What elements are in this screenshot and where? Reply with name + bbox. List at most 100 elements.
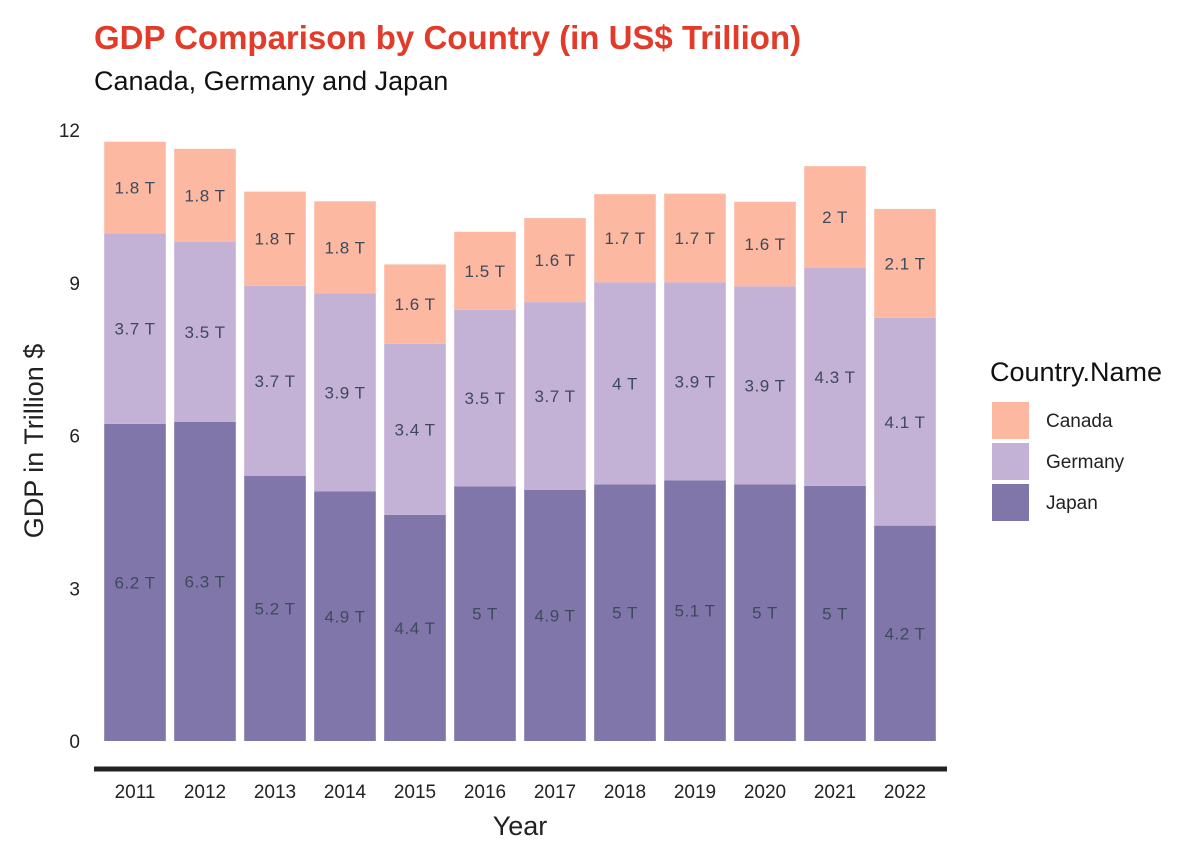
- bar-japan-2015: [384, 514, 446, 741]
- bar-label-canada-2022: 2.1 T: [885, 254, 926, 273]
- bar-japan-2011: [104, 423, 166, 741]
- bar-japan-2012: [174, 421, 236, 741]
- y-axis-label: GDP in Trillion $: [19, 344, 49, 539]
- bar-germany-2013: [244, 285, 306, 476]
- bar-germany-2011: [104, 233, 166, 424]
- bar-label-japan-2017: 4.9 T: [535, 606, 576, 625]
- x-tick-label: 2012: [184, 782, 226, 803]
- bar-label-canada-2019: 1.7 T: [675, 229, 716, 248]
- legend-label-japan: Japan: [1046, 493, 1098, 514]
- bar-canada-2021: [804, 166, 866, 268]
- legend-swatch-japan: [992, 484, 1029, 521]
- x-axis-label: Year: [493, 811, 548, 841]
- y-tick-label: 9: [69, 274, 80, 295]
- x-tick-label: 2021: [814, 782, 856, 803]
- x-tick-label: 2017: [534, 782, 576, 803]
- y-tick-label: 0: [69, 732, 80, 753]
- chart-title: GDP Comparison by Country (in US$ Trilli…: [94, 19, 801, 56]
- bar-label-japan-2012: 6.3 T: [185, 572, 226, 591]
- bar-germany-2015: [384, 343, 446, 515]
- bar-labels-group: 6.2 T 3.7 T 1.8 T 6.3 T 3.5 T 1.8 T 5.2 T 3.7 T…: [115, 179, 926, 644]
- bar-japan-2021: [804, 485, 866, 741]
- bar-japan-2014: [314, 491, 376, 741]
- x-tick-label: 2022: [884, 782, 926, 803]
- bar-label-canada-2021: 2 T: [822, 208, 848, 227]
- legend-label-canada: Canada: [1046, 411, 1113, 432]
- bar-canada-2015: [384, 264, 446, 344]
- bar-label-canada-2016: 1.5 T: [465, 262, 506, 281]
- bar-canada-2012: [174, 148, 236, 243]
- bar-label-canada-2011: 1.8 T: [115, 179, 156, 198]
- bar-canada-2022: [874, 208, 936, 318]
- x-tick-label: 2018: [604, 782, 646, 803]
- bar-label-canada-2020: 1.6 T: [745, 235, 786, 254]
- bar-label-germany-2013: 3.7 T: [255, 372, 296, 391]
- y-tick-label: 3: [69, 579, 80, 600]
- bar-germany-2017: [524, 302, 586, 490]
- bar-germany-2020: [734, 286, 796, 485]
- bar-canada-2013: [244, 191, 306, 286]
- bar-label-germany-2022: 4.1 T: [885, 413, 926, 432]
- x-tick-label: 2016: [464, 782, 506, 803]
- bar-germany-2022: [874, 317, 936, 526]
- bar-label-japan-2014: 4.9 T: [325, 607, 366, 626]
- bar-japan-2016: [454, 486, 516, 741]
- bar-canada-2020: [734, 201, 796, 287]
- x-axis-ticks: 2011 2012 2013 2014 2015 2016 2017 2018 2019 2020…: [115, 782, 927, 803]
- x-tick-label: 2015: [394, 782, 436, 803]
- bar-canada-2017: [524, 218, 586, 303]
- bar-germany-2021: [804, 267, 866, 486]
- bar-label-japan-2022: 4.2 T: [885, 624, 926, 643]
- bar-germany-2019: [664, 282, 726, 481]
- bars-group: [104, 141, 936, 741]
- legend-swatch-germany: [992, 443, 1029, 480]
- bar-canada-2011: [104, 141, 166, 234]
- bar-label-japan-2018: 5 T: [612, 604, 638, 623]
- x-tick-label: 2014: [324, 782, 367, 803]
- legend-swatch-canada: [992, 402, 1029, 439]
- bar-canada-2014: [314, 201, 376, 294]
- bar-label-germany-2021: 4.3 T: [815, 368, 856, 387]
- bar-label-germany-2011: 3.7 T: [115, 320, 156, 339]
- legend-label-germany: Germany: [1046, 452, 1125, 473]
- bar-label-germany-2016: 3.5 T: [465, 389, 506, 408]
- x-tick-label: 2019: [674, 782, 716, 803]
- chart-subtitle: Canada, Germany and Japan: [94, 66, 448, 96]
- bar-label-canada-2018: 1.7 T: [605, 229, 646, 248]
- bar-label-germany-2019: 3.9 T: [675, 372, 716, 391]
- bar-germany-2016: [454, 309, 516, 487]
- bar-label-japan-2020: 5 T: [752, 604, 778, 623]
- x-tick-label: 2011: [115, 782, 156, 803]
- y-tick-label: 12: [59, 121, 80, 142]
- bar-label-japan-2013: 5.2 T: [255, 599, 296, 618]
- bar-label-germany-2014: 3.9 T: [325, 383, 366, 402]
- x-tick-label: 2013: [254, 782, 296, 803]
- bar-japan-2020: [734, 484, 796, 741]
- bar-japan-2013: [244, 475, 306, 741]
- bar-label-canada-2015: 1.6 T: [395, 295, 436, 314]
- bar-label-germany-2012: 3.5 T: [185, 323, 226, 342]
- bar-label-canada-2013: 1.8 T: [255, 230, 296, 249]
- bar-germany-2012: [174, 242, 236, 422]
- bar-label-canada-2014: 1.8 T: [325, 238, 366, 257]
- bar-label-canada-2017: 1.6 T: [535, 251, 576, 270]
- bar-label-japan-2021: 5 T: [822, 604, 848, 623]
- bar-label-japan-2015: 4.4 T: [395, 619, 436, 638]
- bar-canada-2019: [664, 193, 726, 283]
- bar-label-germany-2020: 3.9 T: [745, 376, 786, 395]
- bar-japan-2022: [874, 525, 936, 741]
- bar-label-japan-2016: 5 T: [472, 605, 498, 624]
- bar-canada-2016: [454, 231, 516, 310]
- bar-germany-2014: [314, 293, 376, 492]
- bar-germany-2018: [594, 282, 656, 485]
- bar-label-japan-2019: 5.1 T: [675, 602, 716, 621]
- bar-label-germany-2018: 4 T: [612, 374, 638, 393]
- y-tick-label: 6: [69, 427, 80, 448]
- legend-title: Country.Name: [990, 357, 1162, 387]
- bar-label-germany-2015: 3.4 T: [395, 420, 436, 439]
- bar-canada-2018: [594, 194, 656, 283]
- y-axis-ticks: 0 3 6 9 12: [59, 121, 80, 753]
- legend: Country.Name Canada Germany Japan: [990, 357, 1162, 521]
- bar-japan-2018: [594, 484, 656, 741]
